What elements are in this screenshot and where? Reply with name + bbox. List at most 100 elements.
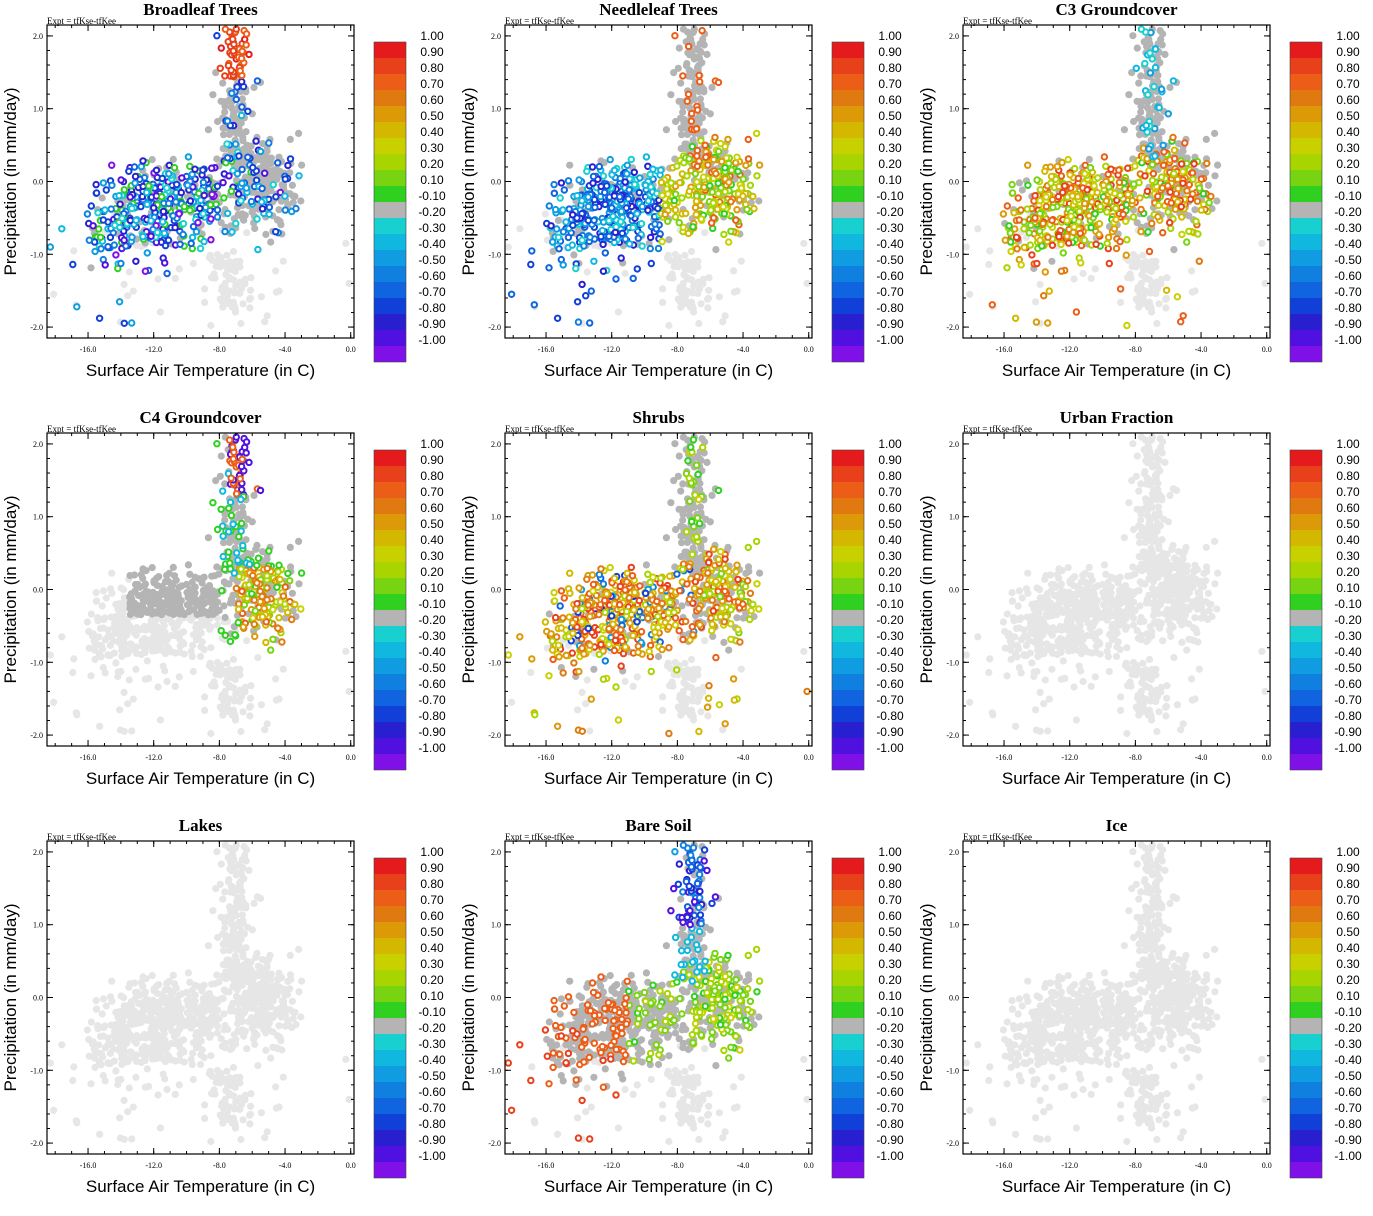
- data-point-colored: [220, 488, 225, 493]
- x-tick-label: -16.0: [996, 345, 1013, 354]
- data-point-colored: [1078, 231, 1083, 236]
- data-point-colored: [1106, 235, 1111, 240]
- data-point-background: [69, 669, 76, 676]
- data-point-colored: [233, 221, 238, 226]
- data-point-background: [231, 712, 238, 719]
- data-point-background: [247, 287, 254, 294]
- data-point-background: [217, 296, 224, 303]
- colorbar: 1.000.900.800.700.600.500.400.300.200.10…: [832, 29, 904, 362]
- data-point-colored: [218, 66, 223, 71]
- data-point-colored: [1074, 309, 1079, 314]
- data-point-colored: [233, 141, 238, 146]
- data-point-colored: [561, 229, 566, 234]
- data-point-colored: [215, 214, 220, 219]
- data-point-background: [236, 666, 243, 673]
- data-point-background: [108, 590, 115, 597]
- data-point-colored: [586, 204, 591, 209]
- colorbar-label: 1.00: [1336, 29, 1360, 43]
- data-point-neutral: [219, 80, 226, 87]
- data-point-colored: [187, 208, 192, 213]
- data-point-neutral: [1129, 32, 1136, 39]
- data-point-colored: [1107, 261, 1112, 266]
- data-point-background: [169, 620, 176, 627]
- data-point-colored: [181, 221, 186, 226]
- data-point-colored: [1180, 169, 1185, 174]
- data-point-colored: [239, 487, 244, 492]
- colorbar-label: -0.80: [876, 301, 904, 315]
- data-point-background: [342, 240, 349, 247]
- colorbar-label: 0.80: [878, 61, 902, 75]
- data-point-background: [615, 308, 622, 315]
- data-point-background: [272, 675, 279, 682]
- y-tick-label: 2.0: [33, 32, 43, 41]
- data-point-background: [1139, 252, 1146, 259]
- data-point-colored: [239, 167, 244, 172]
- data-point-colored: [1175, 186, 1180, 191]
- data-point-background: [974, 225, 981, 232]
- colorbar-label: -0.60: [418, 269, 446, 283]
- data-point-colored: [249, 199, 254, 204]
- data-point-background: [1070, 275, 1077, 282]
- data-point-colored: [201, 180, 206, 185]
- colorbar-label: -0.10: [418, 597, 446, 611]
- colorbar-swatch: [374, 610, 406, 626]
- data-point-colored: [716, 191, 721, 196]
- colorbar-label: -0.10: [876, 189, 904, 203]
- data-point-colored: [249, 591, 254, 596]
- data-point-background: [215, 666, 222, 673]
- data-point-colored: [192, 167, 197, 172]
- y-tick-label: 2.0: [949, 32, 959, 41]
- colorbar-label: 0.70: [420, 77, 444, 91]
- data-point-colored: [221, 195, 226, 200]
- data-point-neutral: [225, 580, 232, 587]
- data-point-colored: [226, 529, 231, 534]
- data-point-colored: [1142, 61, 1147, 66]
- scatter-points: [506, 434, 810, 737]
- data-point-colored: [265, 566, 270, 571]
- data-point-colored: [637, 190, 642, 195]
- data-point-colored: [1152, 153, 1157, 158]
- data-point-colored: [1166, 111, 1171, 116]
- data-point-colored: [734, 155, 739, 160]
- panel-title: C4 Groundcover: [140, 408, 262, 427]
- data-point-colored: [635, 266, 640, 271]
- data-point-colored: [1009, 182, 1014, 187]
- colorbar-label: -0.90: [1334, 317, 1362, 331]
- data-point-colored: [673, 192, 678, 197]
- data-point-colored: [223, 27, 228, 32]
- data-point-colored: [551, 182, 556, 187]
- data-point-colored: [229, 91, 234, 96]
- colorbar-label: 0.70: [878, 77, 902, 91]
- data-point-neutral: [677, 80, 684, 87]
- data-point-colored: [215, 184, 220, 189]
- colorbar-swatch: [374, 330, 406, 346]
- data-point-neutral: [178, 582, 185, 589]
- data-point-colored: [252, 634, 257, 639]
- panel-title: Shrubs: [633, 408, 685, 427]
- data-point-colored: [1095, 190, 1100, 195]
- data-point-colored: [132, 164, 137, 169]
- data-point-colored: [148, 218, 153, 223]
- data-point-colored: [1173, 207, 1178, 212]
- data-point-colored: [154, 168, 159, 173]
- data-point-colored: [230, 522, 235, 527]
- data-point-colored: [1151, 171, 1156, 176]
- data-point-colored: [560, 207, 565, 212]
- data-point-background: [705, 274, 712, 281]
- data-point-colored: [1067, 172, 1072, 177]
- data-point-background: [190, 260, 197, 267]
- data-point-colored: [101, 217, 106, 222]
- data-point-colored: [186, 154, 191, 159]
- data-point-colored: [686, 44, 691, 49]
- data-point-colored: [1186, 229, 1191, 234]
- data-point-colored: [693, 205, 698, 210]
- data-point-colored: [1151, 84, 1156, 89]
- data-point-neutral: [250, 84, 257, 91]
- data-point-background: [659, 285, 666, 292]
- data-point-colored: [276, 563, 281, 568]
- colorbar-swatch: [374, 250, 406, 266]
- data-point-colored: [598, 234, 603, 239]
- colorbar-swatch: [1290, 170, 1322, 186]
- colorbar-swatch: [374, 482, 406, 498]
- data-point-background: [584, 676, 591, 683]
